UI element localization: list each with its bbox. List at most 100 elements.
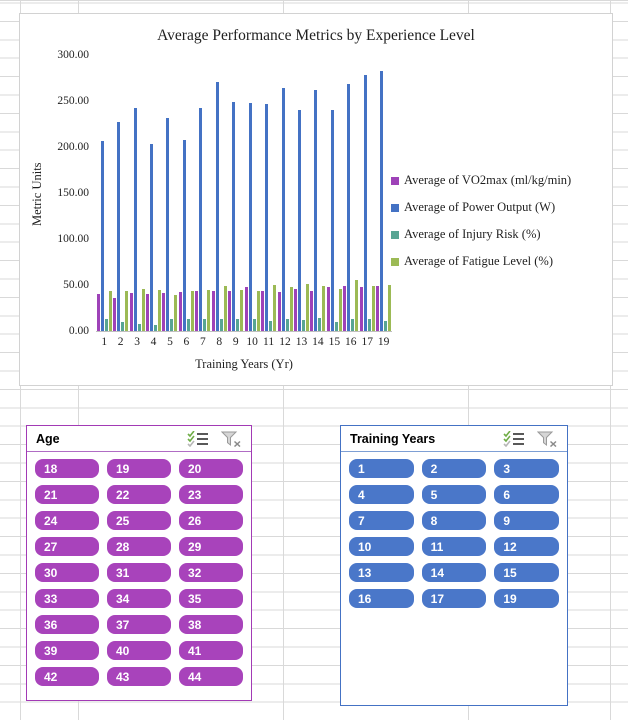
training-years-button-16[interactable]: 16 bbox=[349, 589, 414, 608]
bar bbox=[388, 285, 392, 331]
training-years-button-8[interactable]: 8 bbox=[421, 511, 487, 530]
age-button-25[interactable]: 25 bbox=[107, 511, 171, 530]
training-years-button-7[interactable]: 7 bbox=[349, 511, 414, 530]
bar bbox=[154, 324, 158, 331]
bar bbox=[305, 284, 309, 331]
clear-filter-icon[interactable] bbox=[537, 431, 558, 447]
bar bbox=[269, 320, 273, 331]
training-years-button-19[interactable]: 19 bbox=[494, 589, 559, 608]
age-button-30[interactable]: 30 bbox=[35, 563, 99, 582]
age-button-23[interactable]: 23 bbox=[179, 485, 243, 504]
training-years-button-3[interactable]: 3 bbox=[494, 459, 559, 478]
bar-group bbox=[195, 108, 211, 331]
age-button-29[interactable]: 29 bbox=[179, 537, 243, 556]
age-button-32[interactable]: 32 bbox=[179, 563, 243, 582]
clear-filter-icon[interactable] bbox=[221, 431, 242, 447]
age-button-38[interactable]: 38 bbox=[179, 615, 243, 634]
age-button-40[interactable]: 40 bbox=[107, 641, 171, 660]
chart-legend: Average of VO2max (ml/kg/min) Average of … bbox=[391, 167, 571, 275]
bar bbox=[211, 290, 215, 331]
slicer-training-years-title: Training Years bbox=[350, 431, 436, 446]
bar bbox=[297, 110, 301, 331]
age-button-37[interactable]: 37 bbox=[107, 615, 171, 634]
bar bbox=[322, 285, 326, 331]
bar-group bbox=[293, 110, 309, 331]
bar bbox=[248, 102, 252, 331]
x-tick-label: 11 bbox=[263, 336, 275, 348]
age-button-21[interactable]: 21 bbox=[35, 485, 99, 504]
bar bbox=[125, 290, 129, 331]
training-years-button-2[interactable]: 2 bbox=[421, 459, 487, 478]
y-tick-label: 100.00 bbox=[57, 233, 89, 245]
bar bbox=[256, 290, 260, 331]
age-button-27[interactable]: 27 bbox=[35, 537, 99, 556]
age-button-42[interactable]: 42 bbox=[35, 667, 99, 686]
bar bbox=[133, 108, 137, 331]
training-years-button-5[interactable]: 5 bbox=[421, 485, 487, 504]
age-button-39[interactable]: 39 bbox=[35, 641, 99, 660]
bar bbox=[178, 292, 182, 331]
training-years-button-15[interactable]: 15 bbox=[494, 563, 559, 582]
bar bbox=[301, 319, 305, 331]
multiselect-icon[interactable] bbox=[503, 430, 525, 447]
training-years-button-11[interactable]: 11 bbox=[421, 537, 487, 556]
age-button-18[interactable]: 18 bbox=[35, 459, 99, 478]
x-axis-tick-labels: 1 2 3 4 5 6 7 8 9 10 11 12 13 14 15 16 17 19 bbox=[96, 336, 392, 348]
age-button-35[interactable]: 35 bbox=[179, 589, 243, 608]
age-button-43[interactable]: 43 bbox=[107, 667, 171, 686]
age-button-41[interactable]: 41 bbox=[179, 641, 243, 660]
multiselect-icon[interactable] bbox=[187, 430, 209, 447]
slicer-training-years[interactable]: Training Years 1 2 3 4 5 6 7 8 9 10 11 12 13 14 15 16 17… bbox=[340, 425, 568, 706]
bar bbox=[215, 81, 219, 331]
training-years-button-4[interactable]: 4 bbox=[349, 485, 414, 504]
age-button-28[interactable]: 28 bbox=[107, 537, 171, 556]
training-years-button-17[interactable]: 17 bbox=[421, 589, 487, 608]
bar bbox=[351, 319, 355, 331]
legend-swatch bbox=[391, 257, 399, 266]
age-button-44[interactable]: 44 bbox=[179, 667, 243, 686]
bar bbox=[141, 288, 145, 331]
training-years-button-12[interactable]: 12 bbox=[494, 537, 559, 556]
bar bbox=[174, 295, 178, 331]
bar-group bbox=[146, 144, 162, 331]
y-tick-label: 150.00 bbox=[57, 187, 89, 199]
bar bbox=[265, 103, 269, 331]
training-years-button-6[interactable]: 6 bbox=[494, 485, 559, 504]
bar bbox=[158, 289, 162, 331]
bar bbox=[207, 289, 211, 331]
bar bbox=[293, 288, 297, 331]
training-years-button-9[interactable]: 9 bbox=[494, 511, 559, 530]
age-button-36[interactable]: 36 bbox=[35, 615, 99, 634]
age-button-33[interactable]: 33 bbox=[35, 589, 99, 608]
training-years-button-10[interactable]: 10 bbox=[349, 537, 414, 556]
age-button-22[interactable]: 22 bbox=[107, 485, 171, 504]
x-axis-title: Training Years (Yr) bbox=[195, 357, 293, 371]
slicer-age-header[interactable]: Age bbox=[27, 426, 251, 452]
bar bbox=[113, 297, 117, 331]
age-button-31[interactable]: 31 bbox=[107, 563, 171, 582]
training-years-button-13[interactable]: 13 bbox=[349, 563, 414, 582]
bar bbox=[347, 84, 351, 331]
legend-label: Average of Injury Risk (%) bbox=[404, 227, 541, 241]
training-years-button-1[interactable]: 1 bbox=[349, 459, 414, 478]
x-tick-label: 14 bbox=[312, 336, 324, 348]
age-button-34[interactable]: 34 bbox=[107, 589, 171, 608]
legend-swatch bbox=[391, 203, 399, 212]
age-button-26[interactable]: 26 bbox=[179, 511, 243, 530]
x-tick-label: 13 bbox=[295, 336, 308, 348]
bar-group bbox=[244, 102, 260, 331]
bar bbox=[371, 285, 375, 331]
bar bbox=[223, 285, 227, 331]
training-years-button-14[interactable]: 14 bbox=[421, 563, 487, 582]
bar bbox=[232, 101, 236, 331]
bar bbox=[261, 291, 265, 331]
slicer-training-years-header[interactable]: Training Years bbox=[341, 426, 567, 452]
bar bbox=[108, 291, 112, 331]
age-button-19[interactable]: 19 bbox=[107, 459, 171, 478]
age-button-20[interactable]: 20 bbox=[179, 459, 243, 478]
age-button-24[interactable]: 24 bbox=[35, 511, 99, 530]
slicer-age[interactable]: Age 18 19 20 21 22 23 24 25 26 27 28 29 30 31 32 33 34 35… bbox=[26, 425, 252, 701]
pivot-chart[interactable]: Average Performance Metrics by Experienc… bbox=[19, 13, 613, 386]
plot-area bbox=[96, 55, 392, 332]
y-tick-label: 200.00 bbox=[57, 141, 89, 153]
